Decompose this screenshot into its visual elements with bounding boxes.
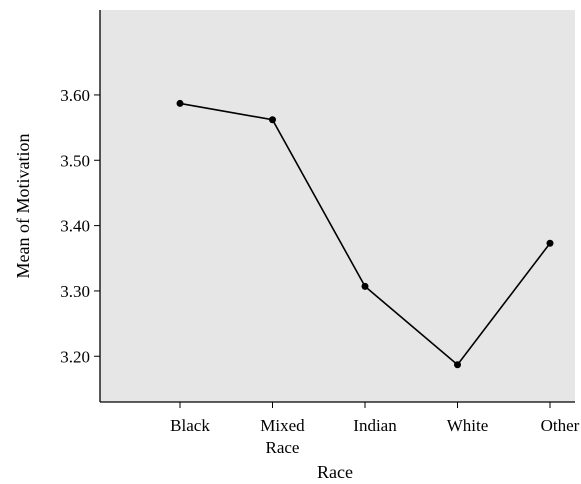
y-tick-label: 3.60	[60, 86, 90, 105]
y-axis-title: Mean of Motivation	[13, 134, 33, 279]
data-point	[454, 361, 461, 369]
x-tick-label: Mixed Race	[260, 416, 305, 457]
x-tick-label: Other	[541, 416, 580, 435]
plot-area	[100, 10, 575, 402]
y-axis-ticks: 3.20 3.30 3.40 3.50 3.60	[60, 86, 100, 366]
y-tick-label: 3.40	[60, 217, 90, 236]
data-point	[361, 282, 369, 290]
x-tick-label: Black	[170, 416, 210, 435]
x-axis-title: Race	[317, 462, 353, 482]
x-axis-ticks: Black Mixed Race Indian White Other	[170, 402, 580, 457]
data-points	[176, 99, 554, 369]
y-tick-label: 3.50	[60, 151, 90, 170]
y-tick-label: 3.30	[60, 282, 90, 301]
data-point	[269, 116, 276, 124]
y-tick-label: 3.20	[60, 347, 90, 366]
data-point	[546, 239, 554, 247]
x-tick-label: Indian	[353, 416, 397, 435]
data-point	[176, 99, 184, 107]
x-tick-label: White	[447, 416, 489, 435]
